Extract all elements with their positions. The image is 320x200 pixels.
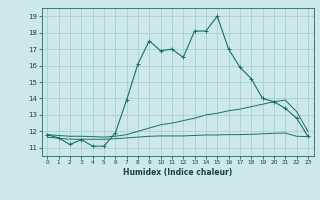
X-axis label: Humidex (Indice chaleur): Humidex (Indice chaleur): [123, 168, 232, 177]
